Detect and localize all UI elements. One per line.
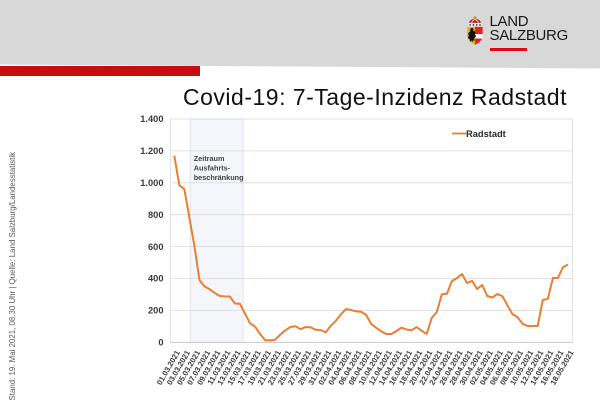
svg-text:Stand: 19. Mai 2021, 08.30 Uh: Stand: 19. Mai 2021, 08.30 Uhr | Quelle:…	[8, 152, 17, 400]
svg-text:400: 400	[148, 274, 164, 284]
svg-text:beschränkung: beschränkung	[194, 173, 244, 182]
svg-text:Ausfahrts-: Ausfahrts-	[194, 163, 231, 172]
svg-text:0: 0	[158, 338, 163, 348]
svg-text:200: 200	[148, 306, 164, 316]
svg-text:1.200: 1.200	[140, 146, 163, 156]
svg-text:600: 600	[148, 242, 164, 252]
svg-text:Zeitraum: Zeitraum	[194, 154, 225, 163]
svg-text:800: 800	[148, 210, 164, 220]
svg-text:1.400: 1.400	[140, 114, 163, 124]
svg-text:1.000: 1.000	[140, 178, 163, 188]
svg-text:Radstadt: Radstadt	[466, 129, 506, 139]
